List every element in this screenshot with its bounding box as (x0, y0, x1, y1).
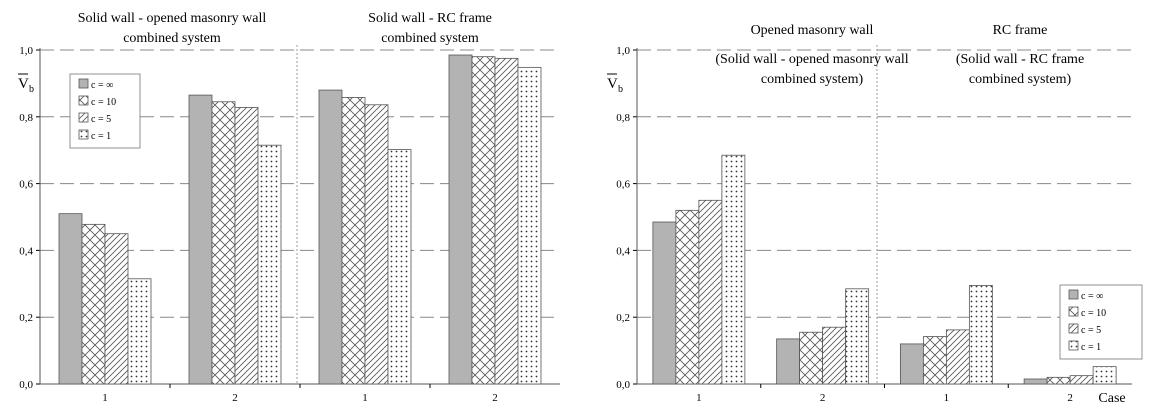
bar (471, 56, 496, 385)
group-subtitle: Solid wall - opened masonry wall (78, 11, 267, 26)
bar (1046, 376, 1071, 385)
group-title: Opened masonry wall (751, 23, 874, 38)
bar (387, 149, 412, 385)
x-tick-label: 2 (820, 392, 826, 404)
y-tick-label: 1,0 (616, 45, 630, 57)
bar (1069, 375, 1094, 385)
bar (945, 329, 970, 385)
bar (448, 54, 473, 385)
y-axis-label-subscript: b (29, 84, 34, 95)
bar (675, 209, 700, 385)
group-subtitle: combined system) (969, 72, 1072, 87)
y-tick-label: 0,6 (616, 179, 630, 191)
bar (257, 144, 282, 385)
x-tick-label: 2 (232, 392, 238, 404)
legend: c = ∞ c = 10 c = 5 c = 1 (1059, 284, 1143, 360)
bar (494, 57, 519, 385)
legend-label: c = 10 (1081, 308, 1106, 319)
legend-label: c = 5 (1081, 325, 1101, 336)
bar (922, 336, 947, 385)
chart-panel-1: 0,0 0,2 0,4 0,6 0,8 1,0 V b Solid wall - opened … (18, 11, 560, 404)
legend-swatch (1068, 306, 1079, 317)
y-tick-label: 0,8 (616, 112, 630, 124)
group-subtitle: combined system (123, 31, 221, 46)
bar (1023, 378, 1048, 385)
legend-swatch (1068, 323, 1079, 334)
y-tick-label: 0,0 (616, 379, 630, 391)
group-subtitle: (Solid wall - RC frame (956, 52, 1084, 67)
y-tick-label: 0,4 (19, 245, 33, 257)
y-tick-label: 0,6 (19, 179, 33, 191)
y-tick-label: 0,0 (19, 379, 33, 391)
group-subtitle: combined system) (761, 72, 864, 87)
legend-label: c = ∞ (91, 80, 113, 91)
bar (698, 199, 723, 385)
bar (364, 104, 389, 385)
bar (234, 107, 259, 385)
x-tick-label: 2 (1067, 392, 1073, 404)
group-subtitle: combined system (381, 31, 479, 46)
bar (211, 101, 236, 385)
legend-swatch (78, 95, 89, 106)
y-tick-label: 1,0 (19, 45, 33, 57)
x-tick-label: 1 (944, 392, 950, 404)
legend-swatch (78, 129, 89, 140)
bar (799, 331, 824, 385)
bar (341, 97, 366, 385)
y-tick-label: 0,2 (19, 312, 33, 324)
legend-label: c = ∞ (1081, 291, 1103, 302)
bar (721, 154, 746, 385)
legend: c = ∞ c = 10 c = 5 c = 1 (69, 73, 141, 149)
bar (822, 326, 847, 385)
bar (517, 66, 542, 385)
group-subtitle: Solid wall - RC frame (368, 11, 492, 26)
y-axis-label: V (18, 76, 29, 92)
bar (58, 213, 83, 385)
legend-swatch (1068, 289, 1079, 300)
legend-label: c = 10 (91, 97, 116, 108)
bar (899, 343, 924, 385)
bar (968, 285, 993, 385)
y-tick-label: 0,2 (616, 312, 630, 324)
bar (104, 233, 129, 385)
bar (652, 221, 677, 385)
chart-panel-2: 0,0 0,2 0,4 0,6 0,8 1,0 V b Opened masonry wall (… (607, 23, 1143, 406)
legend-label: c = 5 (91, 114, 111, 125)
bar (127, 278, 152, 385)
x-axis-label: Case (1098, 391, 1125, 406)
x-tick-label: 1 (696, 392, 702, 404)
x-tick-label: 1 (102, 392, 108, 404)
legend-label: c = 1 (1081, 342, 1101, 353)
group-subtitle: (Solid wall - opened masonry wall (715, 52, 908, 67)
bar (318, 89, 343, 385)
bar (845, 288, 870, 385)
legend-swatch (78, 112, 89, 123)
y-axis-label-subscript: b (618, 84, 623, 95)
legend-swatch (78, 78, 89, 89)
bar (776, 338, 801, 385)
legend-label: c = 1 (91, 131, 111, 142)
x-tick-label: 1 (362, 392, 368, 404)
legend-swatch (1068, 340, 1079, 351)
y-tick-label: 0,4 (616, 245, 630, 257)
x-tick-label: 2 (492, 392, 498, 404)
bar (188, 94, 213, 385)
bar (1092, 366, 1117, 385)
bar (81, 223, 106, 385)
y-tick-label: 0,8 (19, 112, 33, 124)
y-axis-label: V (607, 76, 618, 92)
group-title: RC frame (993, 23, 1048, 38)
